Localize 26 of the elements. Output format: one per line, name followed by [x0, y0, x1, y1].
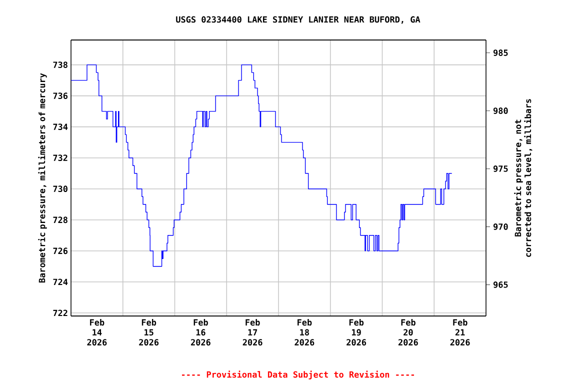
y-tick-label: 732	[53, 154, 68, 162]
y2-tick-label: 975	[493, 166, 508, 172]
y2-tick-label: 980	[493, 108, 508, 114]
x-tick-label: Feb 16 2026	[190, 319, 210, 346]
y-tick-label: 726	[53, 248, 68, 254]
y-tick-label: 730	[53, 186, 68, 192]
y-tick-label: 736	[53, 92, 68, 100]
x-tick-label: Feb 15 2026	[139, 319, 159, 346]
y2-tick-label: 965	[493, 281, 508, 288]
y-tick-label: 738	[53, 62, 68, 68]
y-tick-label: 722	[53, 310, 68, 316]
x-tick-label: Feb 17 2026	[242, 319, 262, 346]
y2-tick-label: 970	[493, 223, 508, 230]
x-tick-label: Feb 21 2026	[450, 319, 470, 346]
y-tick-label: 724	[53, 278, 68, 286]
y-tick-label: 734	[53, 124, 68, 130]
chart-title: USGS 02334400 LAKE SIDNEY LANIER NEAR BUFORD, GA	[176, 16, 420, 24]
x-tick-label: Feb 18 2026	[294, 319, 314, 346]
x-tick-label: Feb 19 2026	[346, 319, 366, 346]
y2-tick-label: 985	[493, 50, 508, 56]
x-tick-label: Feb 20 2026	[398, 319, 418, 346]
y-axis-title: Barometric pressure, millimeters of mercury	[38, 73, 47, 283]
y2-axis-title: Barometric pressure, not corrected to sea level, millibars	[514, 99, 532, 257]
y-tick-label: 728	[53, 216, 68, 224]
text: ---- Provisional Data Subject to Revision ----	[182, 370, 414, 380]
x-tick-label: Feb 14 2026	[87, 319, 107, 346]
